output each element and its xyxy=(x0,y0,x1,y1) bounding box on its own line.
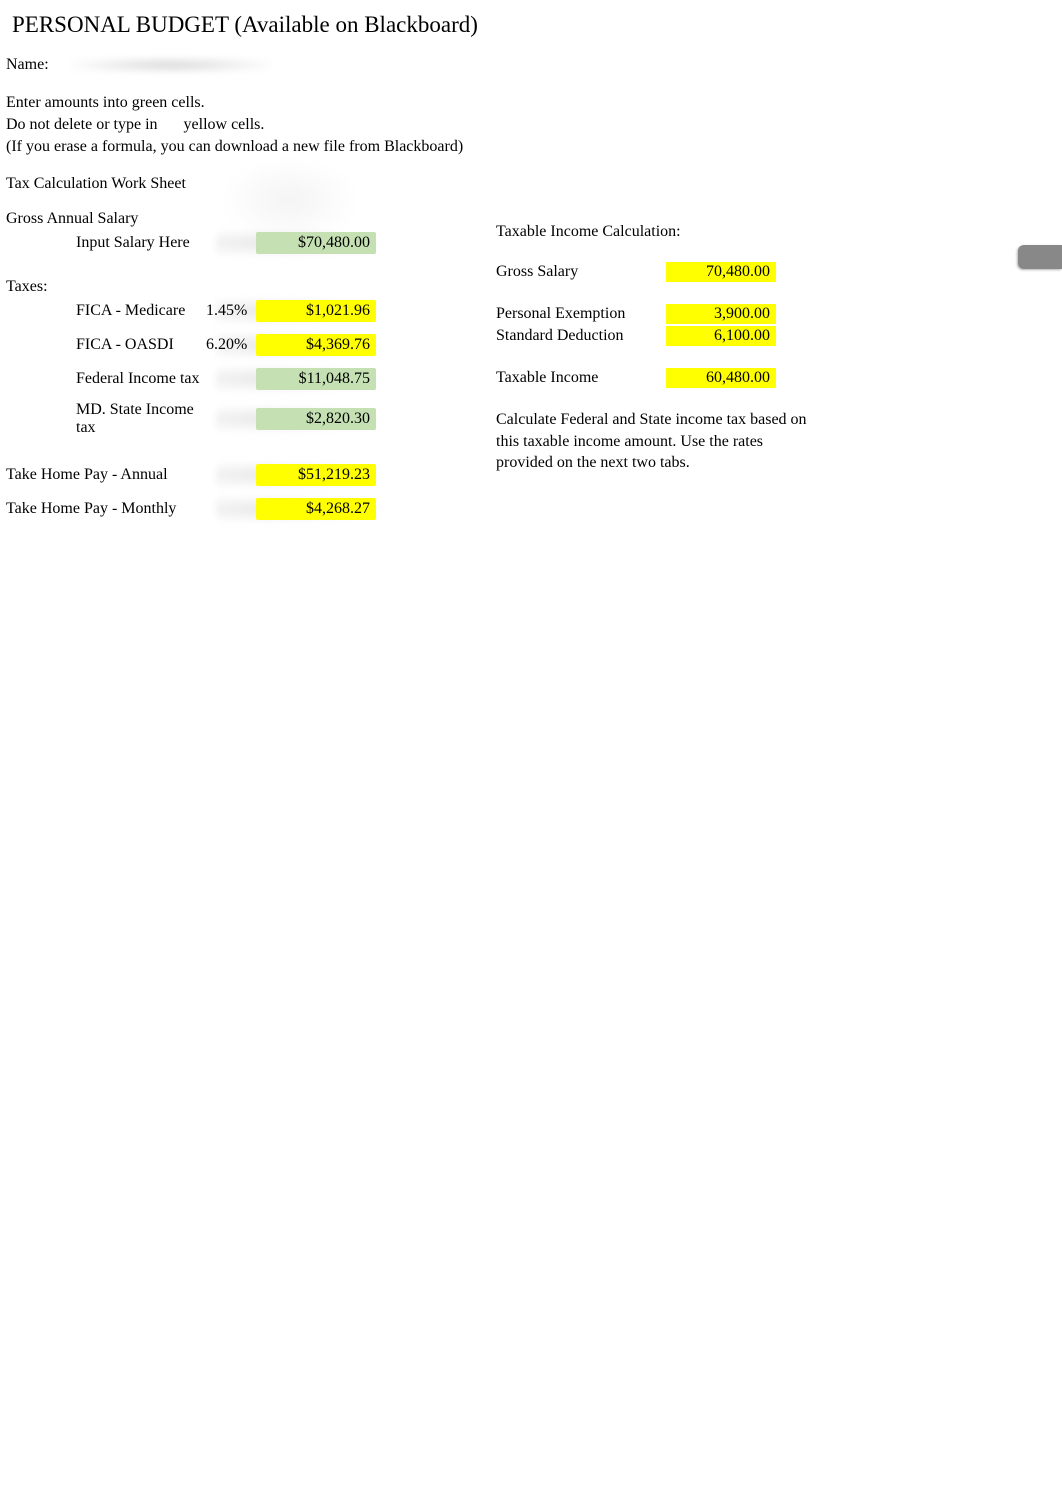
take-home-annual-value: $51,219.23 xyxy=(256,464,376,486)
tax-row-medicare: FICA - Medicare 1.45% $1,021.96 xyxy=(6,299,406,323)
taxable-heading: Taxable Income Calculation: xyxy=(496,223,681,241)
right-value-cell: 60,480.00 xyxy=(666,368,776,388)
instructions: Enter amounts into green cells. Do not d… xyxy=(6,92,1056,157)
taxes-label: Taxes: xyxy=(6,278,48,296)
tax-row-oasdi: FICA - OASDI 6.20% $4,369.76 xyxy=(6,333,406,357)
right-value-cell: 6,100.00 xyxy=(666,326,776,346)
right-row-exemption: Personal Exemption 3,900.00 xyxy=(496,303,876,325)
tax-value-cell: $1,021.96 xyxy=(256,300,376,322)
tax-value-cell[interactable]: $11,048.75 xyxy=(256,368,376,390)
taxes-label-row: Taxes: xyxy=(6,275,406,299)
take-home-monthly-value: $4,268.27 xyxy=(256,498,376,520)
instruction-2a: Do not delete or type in xyxy=(6,116,158,133)
content-columns: Gross Annual Salary Input Salary Here $7… xyxy=(6,207,1056,521)
side-tab[interactable] xyxy=(1018,245,1062,269)
section-title: Tax Calculation Work Sheet xyxy=(6,175,1056,193)
left-column: Gross Annual Salary Input Salary Here $7… xyxy=(6,207,406,521)
name-label: Name: xyxy=(6,56,49,73)
take-home-monthly-row: Take Home Pay - Monthly $4,268.27 xyxy=(6,497,406,521)
right-label: Gross Salary xyxy=(496,263,666,281)
take-home-annual-row: Take Home Pay - Annual $51,219.23 xyxy=(6,463,406,487)
tax-label: MD. State Income tax xyxy=(76,401,206,437)
right-row-taxable: Taxable Income 60,480.00 xyxy=(496,367,876,389)
tax-value-cell[interactable]: $2,820.30 xyxy=(256,408,376,430)
instruction-line-1: Enter amounts into green cells. xyxy=(6,92,1056,114)
tax-row-federal: Federal Income tax $11,048.75 xyxy=(6,367,406,391)
instruction-line-3: (If you erase a formula, you can downloa… xyxy=(6,136,1056,158)
tax-label: FICA - Medicare xyxy=(76,302,206,320)
name-value-redacted xyxy=(71,56,271,74)
right-value-cell: 70,480.00 xyxy=(666,262,776,282)
taxable-heading-row: Taxable Income Calculation: xyxy=(496,221,876,243)
right-label: Standard Deduction xyxy=(496,327,666,345)
instruction-2b: yellow cells. xyxy=(184,116,265,133)
input-salary-label: Input Salary Here xyxy=(76,234,206,252)
right-column: Taxable Income Calculation: Gross Salary… xyxy=(496,221,876,474)
input-salary-row: Input Salary Here $70,480.00 xyxy=(6,231,406,255)
salary-input-cell[interactable]: $70,480.00 xyxy=(256,232,376,254)
tax-label: Federal Income tax xyxy=(76,370,206,388)
tax-row-state: MD. State Income tax $2,820.30 xyxy=(6,401,406,437)
calculation-note: Calculate Federal and State income tax b… xyxy=(496,409,816,474)
right-row-deduction: Standard Deduction 6,100.00 xyxy=(496,325,876,347)
name-row: Name: xyxy=(6,56,1056,74)
right-row-gross: Gross Salary 70,480.00 xyxy=(496,261,876,283)
take-home-monthly-label: Take Home Pay - Monthly xyxy=(6,500,201,518)
tax-pct: 6.20% xyxy=(206,336,256,354)
right-label: Personal Exemption xyxy=(496,305,666,323)
tax-pct: 1.45% xyxy=(206,302,256,320)
take-home-annual-label: Take Home Pay - Annual xyxy=(6,466,201,484)
instruction-line-2: Do not delete or type in yellow cells. xyxy=(6,114,1056,136)
gross-salary-label-row: Gross Annual Salary xyxy=(6,207,406,231)
tax-value-cell: $4,369.76 xyxy=(256,334,376,356)
gross-salary-label: Gross Annual Salary xyxy=(6,210,138,228)
page-title: PERSONAL BUDGET (Available on Blackboard… xyxy=(12,12,1056,38)
right-label: Taxable Income xyxy=(496,369,666,387)
right-value-cell: 3,900.00 xyxy=(666,304,776,324)
tax-label: FICA - OASDI xyxy=(76,336,206,354)
